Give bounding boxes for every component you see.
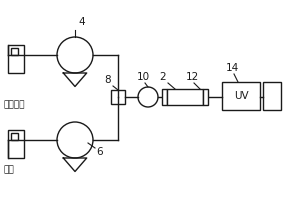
Bar: [8, 130, 24, 158]
Bar: [167, 89, 203, 105]
Text: 12: 12: [185, 72, 199, 82]
Text: 乙腔: 乙腔: [3, 166, 14, 174]
Text: 6: 6: [97, 147, 103, 157]
Text: 14: 14: [225, 63, 239, 73]
Text: 或甲酸水: 或甲酸水: [3, 100, 25, 110]
Text: 10: 10: [136, 72, 150, 82]
Bar: [11, 48, 18, 55]
Bar: [263, 82, 281, 110]
Bar: [222, 82, 260, 110]
Bar: [11, 133, 18, 140]
Text: UV: UV: [234, 91, 248, 101]
Bar: [203, 89, 208, 105]
Text: 2: 2: [160, 72, 166, 82]
Bar: [8, 45, 24, 73]
Bar: [162, 89, 167, 105]
Text: 4: 4: [79, 17, 85, 27]
Bar: [111, 90, 125, 104]
Text: 8: 8: [105, 75, 111, 85]
